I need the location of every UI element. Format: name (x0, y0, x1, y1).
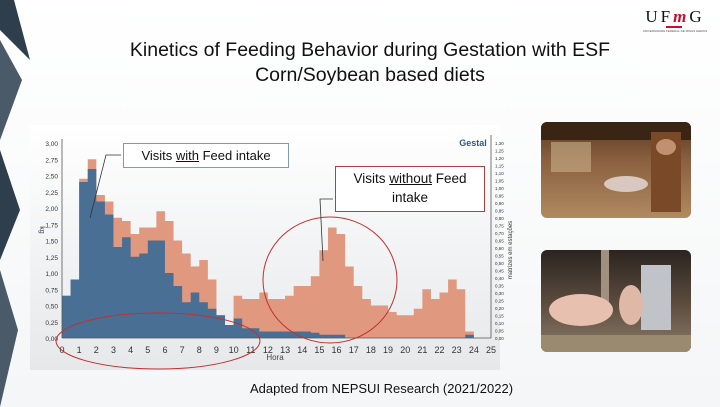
annotation-without-feed: Visits without Feed intake (335, 166, 485, 212)
y-tick-label: 0,00 (45, 336, 58, 343)
x-tick-label: 9 (214, 345, 219, 355)
x-tick-label: 4 (128, 345, 133, 355)
x-tick-label: 23 (452, 345, 462, 355)
highlight-ellipse-afternoon (262, 216, 398, 344)
x-tick-label: 8 (197, 345, 202, 355)
x-tick-label: 10 (229, 345, 239, 355)
y-right-tick-label: 0,00 (495, 336, 504, 341)
y-right-tick-label: 0,15 (495, 314, 504, 319)
x-axis-title: Hora (266, 353, 284, 362)
y-right-tick-label: 0,10 (495, 321, 504, 326)
y-right-tick-label: 0,25 (495, 299, 504, 304)
y-right-tick-label: 1,10 (495, 171, 504, 176)
y-right-tick-label: 0,65 (495, 239, 504, 244)
y-right-tick-label: 0,40 (495, 276, 504, 281)
x-tick-label: 20 (400, 345, 410, 355)
y-tick-label: 2,25 (45, 190, 58, 197)
y-right-tick-label: 0,60 (495, 246, 504, 251)
highlight-ellipse-early-hours (55, 312, 261, 370)
pointer-with-feed (89, 154, 121, 219)
y-tick-label: 2,75 (45, 157, 58, 164)
x-tick-label: 25 (486, 345, 496, 355)
x-tick-label: 15 (314, 345, 324, 355)
y-right-tick-label: 0,95 (495, 194, 504, 199)
y-right-tick-label: 1,30 (495, 141, 504, 146)
y-right-tick-label: 1,15 (495, 164, 504, 169)
x-tick-label: 6 (162, 345, 167, 355)
y-right-tick-label: 0,55 (495, 254, 504, 259)
x-tick-label: 21 (417, 345, 427, 355)
y-right-tick-label: 0,20 (495, 306, 504, 311)
decorative-arrows (0, 0, 30, 407)
y-right-tick-label: 1,25 (495, 149, 504, 154)
x-tick-label: 16 (332, 345, 342, 355)
x-tick-label: 22 (435, 345, 445, 355)
y-right-tick-label: 0,70 (495, 231, 504, 236)
y-right-tick-label: 0,35 (495, 284, 504, 289)
x-tick-label: 12 (263, 345, 273, 355)
y-right-axis-title: matrizes em estações (508, 221, 514, 279)
y-right-tick-label: 0,05 (495, 329, 504, 334)
y-right-tick-label: 0,45 (495, 269, 504, 274)
x-tick-label: 24 (469, 345, 479, 355)
gestal-logo: Gestal (459, 138, 487, 148)
annotation-with-feed: Visits with Feed intake (123, 143, 289, 168)
x-tick-label: 18 (366, 345, 376, 355)
y-tick-label: 2,50 (45, 174, 58, 181)
ufmg-logo: UFmG UNIVERSIDADE FEDERAL DE MINAS GERAI… (642, 7, 708, 33)
source-caption: Adapted from NEPSUI Research (2021/2022) (250, 381, 514, 396)
photo-sow-pen (541, 122, 691, 218)
x-tick-label: 19 (383, 345, 393, 355)
y-right-tick-label: 0,30 (495, 291, 504, 296)
x-tick-label: 5 (145, 345, 150, 355)
y-tick-label: 0,25 (45, 320, 58, 327)
x-tick-label: 1 (77, 345, 82, 355)
y-right-tick-label: 0,85 (495, 209, 504, 214)
y-tick-label: 1,50 (45, 239, 58, 246)
x-tick-label: 2 (94, 345, 99, 355)
x-tick-label: 17 (349, 345, 359, 355)
y-right-tick-label: 0,80 (495, 216, 504, 221)
slide-title: Kinetics of Feeding Behavior during Gest… (70, 38, 670, 88)
y-right-tick-label: 0,90 (495, 201, 504, 206)
y-tick-label: 2,00 (45, 206, 58, 213)
y-tick-label: 1,00 (45, 271, 58, 278)
y-tick-label: 1,75 (45, 222, 58, 229)
pointer-without-feed (319, 198, 333, 262)
y-right-tick-label: 1,05 (495, 179, 504, 184)
y-right-tick-label: 1,20 (495, 156, 504, 161)
y-right-tick-label: 0,75 (495, 224, 504, 229)
title-line-1: Kinetics of Feeding Behavior during Gest… (129, 39, 611, 61)
y-axis-title: kg (38, 226, 45, 234)
photo-sows-feeder (541, 250, 691, 352)
y-tick-label: 0,50 (45, 304, 58, 311)
y-tick-label: 1,25 (45, 255, 58, 262)
y-tick-label: 0,75 (45, 287, 58, 294)
x-tick-label: 11 (246, 345, 255, 355)
x-tick-label: 3 (111, 345, 116, 355)
x-tick-label: 0 (59, 345, 64, 355)
series-area-with-feed (62, 169, 474, 338)
x-tick-label: 13 (280, 345, 290, 355)
y-right-tick-label: 1,00 (495, 186, 504, 191)
title-line-2: Corn/Soybean based diets (255, 64, 485, 86)
y-tick-label: 3,00 (45, 141, 58, 148)
x-tick-label: 14 (297, 345, 307, 355)
y-right-tick-label: 0,50 (495, 261, 504, 266)
x-tick-label: 7 (180, 345, 185, 355)
